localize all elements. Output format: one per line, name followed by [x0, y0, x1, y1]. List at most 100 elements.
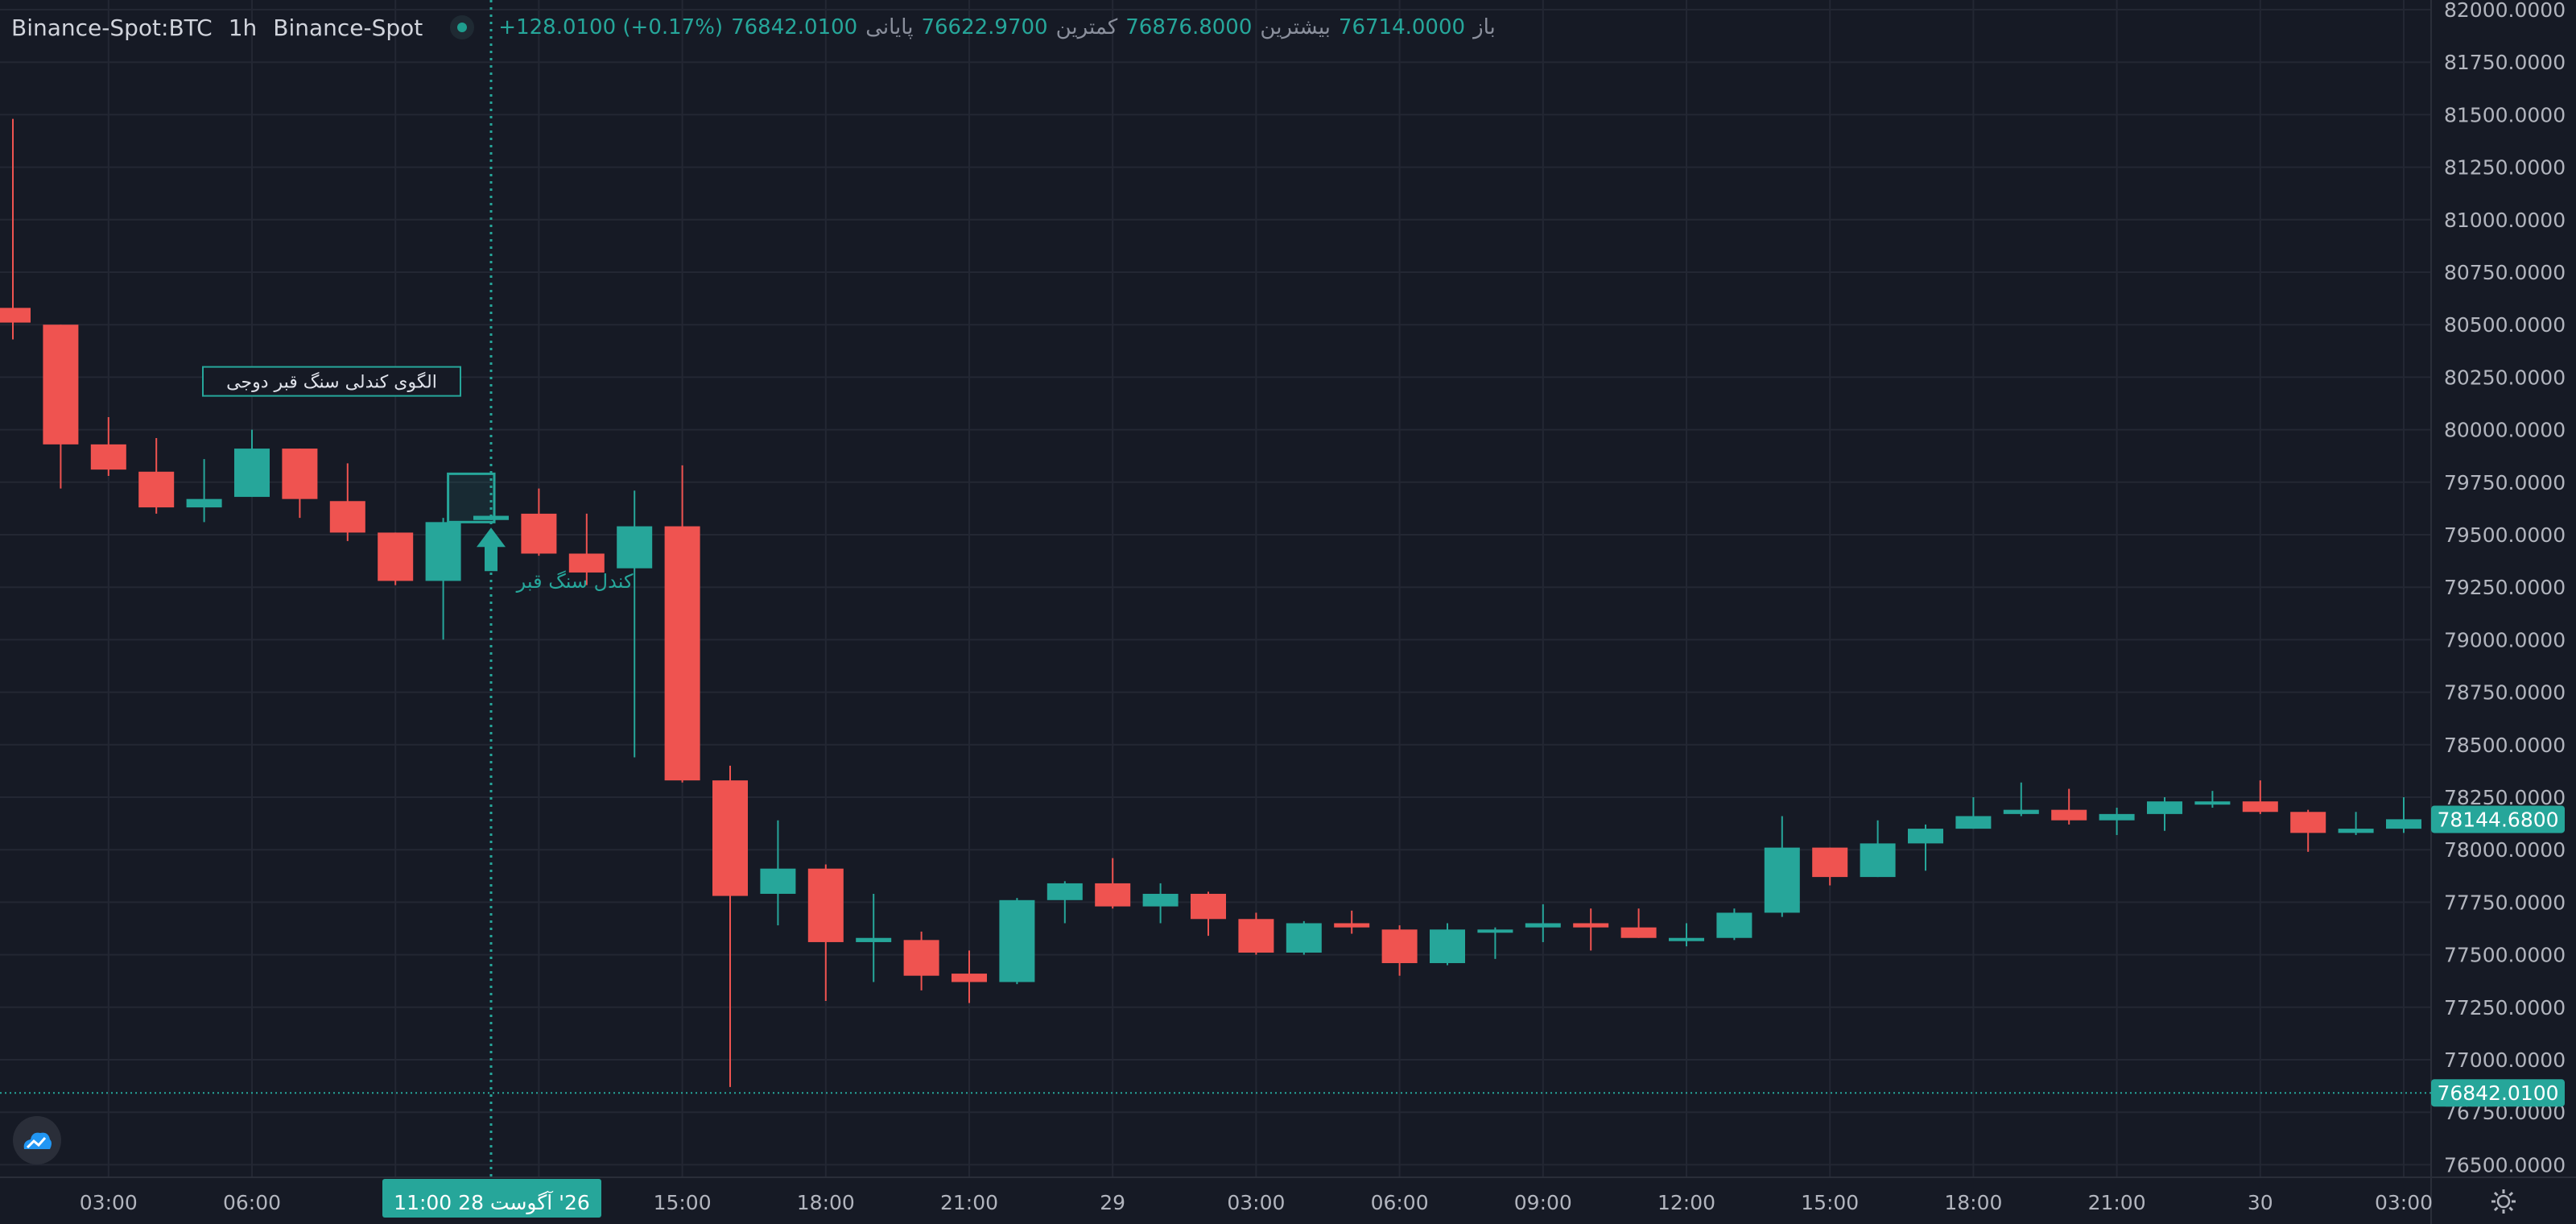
legend-close-value: 76842.0100 [731, 15, 858, 39]
candle-body [664, 526, 700, 781]
time-axis-label: 09:00 [1514, 1191, 1572, 1214]
candle-body [2194, 801, 2231, 805]
time-axis-label: 03:00 [2375, 1191, 2433, 1214]
candle-body [1238, 919, 1274, 953]
candle-body [425, 522, 461, 581]
annotation-box [202, 366, 461, 397]
price-axis-panel [2431, 0, 2576, 1224]
price-axis-label: 77000.0000 [2444, 1048, 2566, 1072]
legend-high-label: بیشترین [1260, 15, 1331, 39]
candle-body [1955, 816, 1992, 829]
price-axis-label: 81250.0000 [2444, 156, 2566, 180]
price-axis-label: 79750.0000 [2444, 471, 2566, 494]
price-axis-label: 79250.0000 [2444, 576, 2566, 599]
candle-body [617, 526, 653, 569]
time-axis-label: 15:00 [654, 1191, 712, 1214]
candle-body [329, 501, 365, 533]
time-axis-label: 12:00 [1657, 1191, 1715, 1214]
legend-open-value: 76714.0000 [1338, 15, 1466, 39]
candle-body [712, 780, 748, 896]
candle-body [952, 974, 987, 982]
candle-body [903, 940, 939, 976]
price-axis-label: 77250.0000 [2444, 996, 2566, 1019]
pattern-highlight-box [447, 472, 496, 523]
price-axis-label: 82000.0000 [2444, 0, 2566, 22]
candle-body [1191, 893, 1226, 920]
price-axis-label: 80500.0000 [2444, 313, 2566, 337]
legend-high-value: 76876.8000 [1125, 15, 1253, 39]
price-axis-label: 78250.0000 [2444, 786, 2566, 809]
candle-body [1620, 927, 1657, 938]
candle-body [1095, 883, 1131, 907]
candle-body [521, 513, 557, 554]
legend-symbol[interactable]: Binance-Spot:BTC [11, 14, 213, 41]
candle-body [1573, 923, 1609, 928]
price-axis-label: 78750.0000 [2444, 681, 2566, 705]
candle-body [138, 471, 175, 508]
candle-body [1716, 912, 1752, 938]
legend-exchange: Binance-Spot [273, 14, 423, 41]
candle-body [760, 868, 796, 894]
legend-low-label: کمترین [1055, 15, 1118, 39]
pattern-label: کندل سنگ قبر [516, 570, 634, 593]
pattern-arrow-icon [477, 527, 506, 572]
candle-body [43, 325, 79, 445]
price-badge-label: 76842.0100 [2437, 1081, 2558, 1105]
candle-body [1525, 923, 1561, 928]
time-axis-label: 03:00 [80, 1191, 138, 1214]
candle-body [2147, 801, 2182, 814]
time-axis-label: 18:00 [797, 1191, 855, 1214]
candle-body [568, 553, 605, 573]
candle-body [1430, 929, 1465, 964]
time-axis-label: 03:00 [1227, 1191, 1285, 1214]
candle-body [1812, 847, 1848, 878]
candle-body [1764, 847, 1800, 913]
candle-body [2242, 801, 2278, 813]
price-axis-label: 81750.0000 [2444, 51, 2566, 74]
candle-body [2290, 812, 2326, 833]
time-axis-label: 29 [1100, 1191, 1125, 1214]
time-axis-label: 30 [2248, 1191, 2273, 1214]
price-axis-label: 78500.0000 [2444, 734, 2566, 757]
time-axis-label: 06:00 [223, 1191, 281, 1214]
price-axis-label: 79000.0000 [2444, 628, 2566, 651]
chart-legend: Binance-Spot:BTC 1h Binance-Spot باز 767… [11, 10, 1496, 45]
candle-body [999, 899, 1035, 982]
legend-interval[interactable]: 1h [228, 14, 258, 41]
candle-body [2099, 813, 2135, 821]
time-axis-label: 18:00 [1944, 1191, 2002, 1214]
candle-body [2051, 809, 2087, 821]
price-axis-label: 78000.0000 [2444, 838, 2566, 862]
annotation-text: الگوی کندلی سنگ قبر دوجی [226, 372, 437, 393]
candle-body [282, 449, 318, 499]
candle-body [1669, 937, 1704, 941]
price-axis-label: 80000.0000 [2444, 419, 2566, 442]
price-axis-label: 79500.0000 [2444, 523, 2566, 547]
price-axis-label: 81000.0000 [2444, 209, 2566, 232]
candle-body [2338, 829, 2374, 833]
candle-body [186, 498, 222, 508]
price-axis-label: 77750.0000 [2444, 891, 2566, 914]
candle-body [856, 937, 892, 942]
candle-body [90, 444, 126, 470]
legend-ohlc: باز 76714.0000 بیشترین 76876.8000 کمترین… [498, 15, 1496, 39]
crosshair-time-badge [382, 1179, 601, 1218]
market-status-icon[interactable] [450, 15, 475, 39]
candle-body [1334, 923, 1370, 928]
price-axis-label: 81500.0000 [2444, 103, 2566, 126]
gear-icon[interactable] [2489, 1187, 2518, 1216]
time-axis-label: 21:00 [2088, 1191, 2146, 1214]
crosshair-time-label: 26' آگوست 28 11:00 [394, 1190, 590, 1214]
candle-body [2003, 809, 2039, 814]
candle-body [1142, 893, 1179, 907]
cloud-chart-logo-icon[interactable] [13, 1116, 61, 1164]
price-badge [2431, 1079, 2565, 1107]
candle-body [2386, 819, 2421, 829]
candle-body [378, 532, 414, 581]
price-axis-label: 80750.0000 [2444, 261, 2566, 284]
legend-open-label: باز [1473, 15, 1496, 39]
candle-body [1381, 929, 1418, 964]
legend-close-label: پایانی [865, 15, 914, 39]
